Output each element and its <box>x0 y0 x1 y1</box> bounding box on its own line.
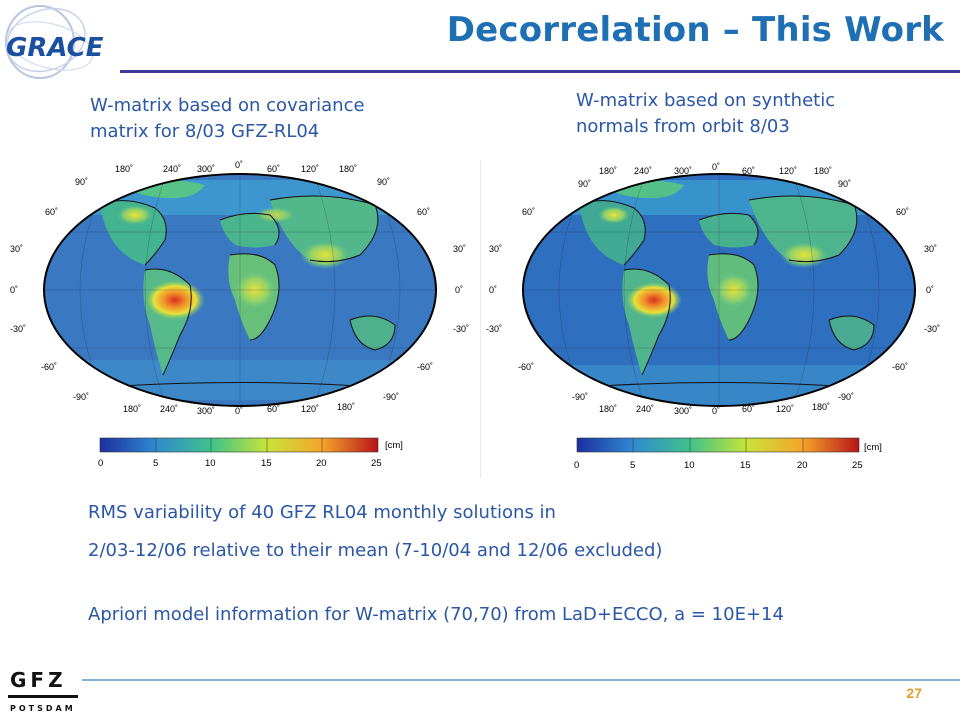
svg-text:5: 5 <box>153 458 158 469</box>
svg-text:15: 15 <box>261 458 272 469</box>
slide-title: Decorrelation – This Work <box>446 10 944 50</box>
colorbar-right: [cm] 0 5 10 15 20 25 <box>574 437 882 471</box>
svg-text:60˚: 60˚ <box>267 164 280 174</box>
svg-text:240˚: 240˚ <box>636 404 654 414</box>
svg-text:300˚: 300˚ <box>674 166 692 176</box>
body-line-3: Apriori model information for W-matrix (… <box>88 604 784 625</box>
svg-text:120˚: 120˚ <box>301 164 319 174</box>
svg-text:60˚: 60˚ <box>742 166 755 176</box>
svg-text:10: 10 <box>684 460 695 471</box>
svg-text:90˚: 90˚ <box>75 177 88 187</box>
gfz-logo: GFZ POTSDAM <box>8 668 78 713</box>
map-panel-right: 180˚ 240˚ 300˚ 0˚ 60˚ 120˚ 180˚ 90˚ 90˚ … <box>484 160 944 478</box>
svg-text:5: 5 <box>630 460 635 471</box>
svg-text:60˚: 60˚ <box>417 207 430 217</box>
svg-text:0˚: 0˚ <box>489 285 497 295</box>
svg-text:0˚: 0˚ <box>712 162 720 172</box>
svg-text:90˚: 90˚ <box>838 179 851 189</box>
svg-text:300˚: 300˚ <box>197 406 215 416</box>
svg-text:0˚: 0˚ <box>926 285 934 295</box>
world-map-right: 180˚ 240˚ 300˚ 0˚ 60˚ 120˚ 180˚ 90˚ 90˚ … <box>486 162 940 471</box>
svg-text:120˚: 120˚ <box>776 404 794 414</box>
svg-text:180˚: 180˚ <box>599 404 617 414</box>
svg-text:90˚: 90˚ <box>578 179 591 189</box>
svg-text:-60˚: -60˚ <box>417 362 433 372</box>
svg-text:180˚: 180˚ <box>123 404 141 414</box>
svg-text:0˚: 0˚ <box>235 160 243 170</box>
svg-text:0˚: 0˚ <box>235 406 243 416</box>
svg-text:25: 25 <box>371 458 382 469</box>
svg-text:30˚: 30˚ <box>924 244 937 254</box>
svg-text:0˚: 0˚ <box>712 406 720 416</box>
caption-right: W-matrix based on synthetic normals from… <box>576 90 836 137</box>
svg-text:[cm]: [cm] <box>864 442 882 453</box>
svg-text:120˚: 120˚ <box>779 166 797 176</box>
svg-text:20: 20 <box>797 460 808 471</box>
svg-text:0˚: 0˚ <box>455 285 463 295</box>
svg-text:-30˚: -30˚ <box>453 324 469 334</box>
caption-left: W-matrix based on covariance matrix for … <box>90 95 365 142</box>
svg-text:10: 10 <box>205 458 216 469</box>
svg-text:25: 25 <box>852 460 863 471</box>
svg-text:90˚: 90˚ <box>377 177 390 187</box>
svg-text:20: 20 <box>316 458 327 469</box>
svg-text:180˚: 180˚ <box>599 166 617 176</box>
svg-text:15: 15 <box>740 460 751 471</box>
svg-text:60˚: 60˚ <box>45 207 58 217</box>
svg-text:-90˚: -90˚ <box>838 392 854 402</box>
map-panel-left: 180˚ 240˚ 300˚ 0˚ 60˚ 120˚ 180˚ 90˚ 90˚ … <box>5 160 481 478</box>
svg-text:-60˚: -60˚ <box>892 362 908 372</box>
svg-text:POTSDAM: POTSDAM <box>10 704 76 713</box>
svg-text:-90˚: -90˚ <box>383 392 399 402</box>
svg-text:0˚: 0˚ <box>10 285 18 295</box>
svg-text:60˚: 60˚ <box>267 404 280 414</box>
svg-text:60˚: 60˚ <box>522 207 535 217</box>
svg-text:180˚: 180˚ <box>812 402 830 412</box>
svg-text:180˚: 180˚ <box>115 164 133 174</box>
svg-text:[cm]: [cm] <box>385 440 403 451</box>
svg-text:60˚: 60˚ <box>896 207 909 217</box>
body-line-1: RMS variability of 40 GFZ RL04 monthly s… <box>88 502 556 523</box>
svg-text:30˚: 30˚ <box>10 244 23 254</box>
svg-text:180˚: 180˚ <box>814 166 832 176</box>
svg-text:GRACE: GRACE <box>6 33 104 63</box>
svg-text:240˚: 240˚ <box>160 404 178 414</box>
page-number: 27 <box>906 685 922 701</box>
svg-text:-90˚: -90˚ <box>73 392 89 402</box>
world-map-left: 180˚ 240˚ 300˚ 0˚ 60˚ 120˚ 180˚ 90˚ 90˚ … <box>10 160 469 469</box>
svg-text:0: 0 <box>574 460 579 471</box>
svg-text:300˚: 300˚ <box>197 164 215 174</box>
svg-text:-30˚: -30˚ <box>924 324 940 334</box>
svg-text:0: 0 <box>98 458 103 469</box>
svg-text:240˚: 240˚ <box>163 164 181 174</box>
svg-text:60˚: 60˚ <box>742 404 755 414</box>
svg-text:180˚: 180˚ <box>337 402 355 412</box>
svg-text:120˚: 120˚ <box>301 404 319 414</box>
footer-rule <box>82 679 960 681</box>
svg-text:-60˚: -60˚ <box>41 362 57 372</box>
grace-logo: GRACE <box>5 5 104 79</box>
svg-text:-60˚: -60˚ <box>518 362 534 372</box>
body-line-2: 2/03-12/06 relative to their mean (7-10/… <box>88 540 663 561</box>
svg-text:240˚: 240˚ <box>634 166 652 176</box>
colorbar-left: [cm] 0 5 10 15 20 25 <box>98 437 403 469</box>
svg-text:180˚: 180˚ <box>339 164 357 174</box>
svg-text:-90˚: -90˚ <box>572 392 588 402</box>
svg-text:300˚: 300˚ <box>674 406 692 416</box>
svg-text:GFZ: GFZ <box>10 668 67 692</box>
title-rule <box>120 70 960 73</box>
svg-text:-30˚: -30˚ <box>10 324 26 334</box>
svg-text:-30˚: -30˚ <box>486 324 502 334</box>
svg-text:30˚: 30˚ <box>489 244 502 254</box>
svg-text:30˚: 30˚ <box>453 244 466 254</box>
